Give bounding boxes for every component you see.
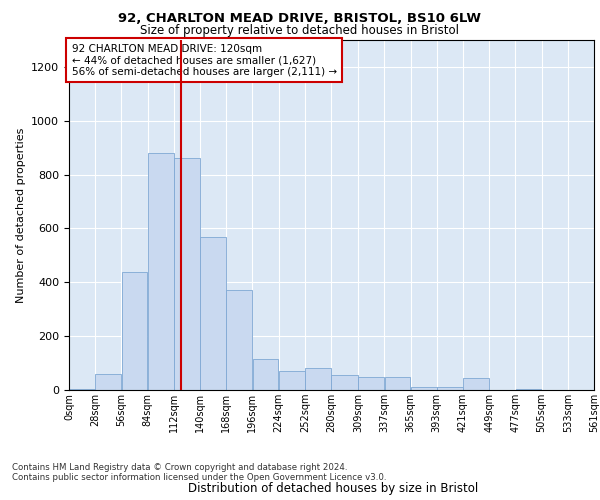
Bar bbox=[411, 388, 437, 390]
Bar bbox=[331, 375, 358, 390]
Bar bbox=[69, 388, 95, 390]
Bar bbox=[200, 236, 226, 390]
Text: 92 CHARLTON MEAD DRIVE: 120sqm
← 44% of detached houses are smaller (1,627)
56% : 92 CHARLTON MEAD DRIVE: 120sqm ← 44% of … bbox=[71, 44, 337, 76]
Bar bbox=[95, 374, 121, 390]
Bar bbox=[358, 376, 384, 390]
Text: Size of property relative to detached houses in Bristol: Size of property relative to detached ho… bbox=[140, 24, 460, 37]
Bar bbox=[437, 388, 463, 390]
Text: Contains public sector information licensed under the Open Government Licence v3: Contains public sector information licen… bbox=[12, 474, 386, 482]
Bar bbox=[174, 158, 200, 390]
Text: 92, CHARLTON MEAD DRIVE, BRISTOL, BS10 6LW: 92, CHARLTON MEAD DRIVE, BRISTOL, BS10 6… bbox=[119, 12, 482, 26]
Y-axis label: Number of detached properties: Number of detached properties bbox=[16, 128, 26, 302]
Bar bbox=[463, 378, 489, 390]
Bar bbox=[515, 388, 541, 390]
Bar bbox=[253, 359, 278, 390]
Bar bbox=[226, 290, 252, 390]
Bar bbox=[305, 368, 331, 390]
Bar bbox=[122, 272, 148, 390]
Bar bbox=[385, 376, 410, 390]
Bar bbox=[148, 153, 173, 390]
Text: Contains HM Land Registry data © Crown copyright and database right 2024.: Contains HM Land Registry data © Crown c… bbox=[12, 464, 347, 472]
Text: Distribution of detached houses by size in Bristol: Distribution of detached houses by size … bbox=[188, 482, 478, 495]
Bar bbox=[279, 371, 305, 390]
